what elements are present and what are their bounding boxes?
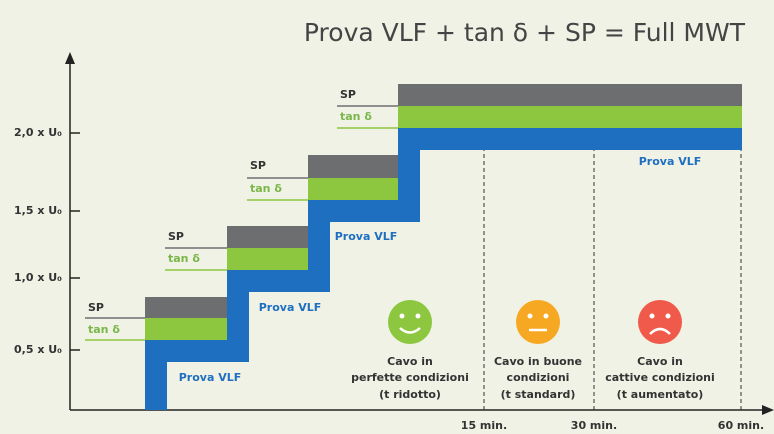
- vlf-label: Prova VLF: [179, 371, 242, 384]
- face-neutral: [516, 300, 560, 344]
- sp-label: SP: [250, 159, 266, 172]
- y-label: 1,5 x U₀: [14, 204, 62, 217]
- x-label: 60 min.: [718, 419, 764, 432]
- face-bad: [638, 300, 682, 344]
- outcome-text: (t aumentato): [617, 388, 704, 401]
- outcome-text: Cavo in: [637, 355, 683, 368]
- time-lines: [483, 84, 742, 410]
- axes: [69, 60, 765, 411]
- outcome-text: Cavo in buone: [494, 355, 582, 368]
- vlf-label: Prova VLF: [639, 155, 702, 168]
- vlf-label: Prova VLF: [259, 301, 322, 314]
- outcome-text: Cavo in: [387, 355, 433, 368]
- outcome-text: (t standard): [501, 388, 576, 401]
- staircase: [145, 84, 742, 410]
- outcome-text: perfette condizioni: [351, 371, 469, 384]
- sp-label: SP: [340, 88, 356, 101]
- tan-label: tan δ: [168, 252, 200, 265]
- sp-label: SP: [168, 230, 184, 243]
- tan-label: tan δ: [340, 110, 372, 123]
- label-lines: [85, 105, 398, 341]
- tan-label: tan δ: [250, 182, 282, 195]
- y-label: 1,0 x U₀: [14, 271, 62, 284]
- x-label: 15 min.: [461, 419, 507, 432]
- y-label: 0,5 x U₀: [14, 343, 62, 356]
- tan-label: tan δ: [88, 323, 120, 336]
- sp-label: SP: [88, 301, 104, 314]
- face-good: [388, 300, 432, 344]
- title: Prova VLF + tan δ + SP = Full MWT: [304, 18, 746, 47]
- outcome-text: cattive condizioni: [605, 371, 715, 384]
- outcome-text: condizioni: [507, 371, 570, 384]
- x-label: 30 min.: [571, 419, 617, 432]
- vlf-label: Prova VLF: [335, 230, 398, 243]
- outcome-text: (t ridotto): [379, 388, 441, 401]
- y-label: 2,0 x U₀: [14, 126, 62, 139]
